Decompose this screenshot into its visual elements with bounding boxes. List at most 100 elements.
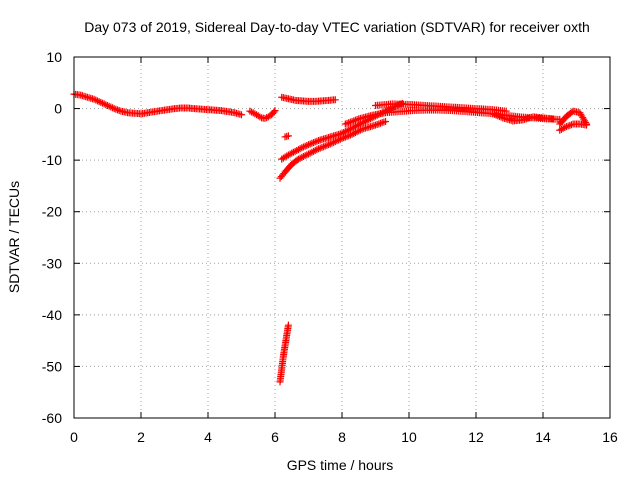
data-point-marker: [355, 121, 363, 129]
data-point-marker: [325, 141, 333, 149]
data-point-marker: [350, 117, 358, 125]
data-point-marker: [340, 128, 348, 136]
data-point-marker: [105, 102, 113, 110]
data-point-marker: [271, 107, 279, 115]
data-point-marker: [316, 144, 324, 152]
data-point-marker: [93, 97, 101, 105]
data-point-marker: [353, 116, 361, 124]
x-tick-label: 6: [271, 429, 279, 445]
y-axis-label: SDTVAR / TECUs: [6, 181, 22, 293]
data-point-marker: [102, 101, 110, 109]
data-point-marker: [495, 112, 503, 120]
series-arc-9: [489, 110, 557, 125]
data-point-marker: [353, 128, 361, 136]
data-point-marker: [246, 107, 254, 115]
x-axis-label: GPS time / hours: [287, 457, 394, 473]
series-arc-1: [70, 90, 245, 119]
data-point-marker: [296, 145, 304, 153]
data-point-marker: [346, 118, 354, 126]
data-point-marker: [341, 128, 349, 136]
data-point-marker: [497, 113, 505, 121]
data-point-marker: [380, 118, 388, 126]
data-point-marker: [323, 141, 331, 149]
data-point-marker: [294, 155, 302, 163]
data-point-marker: [561, 124, 569, 132]
y-tick-label: 10: [46, 49, 62, 65]
data-point-marker: [298, 144, 306, 152]
data-point-marker: [296, 154, 304, 162]
data-point-marker: [90, 95, 98, 103]
data-point-marker: [346, 125, 354, 133]
data-point-marker: [331, 96, 339, 104]
data-point-marker: [301, 152, 309, 160]
x-tick-label: 4: [204, 429, 212, 445]
data-point-marker: [350, 123, 358, 131]
data-point-marker: [97, 98, 105, 106]
data-point-marker: [98, 99, 106, 107]
data-point-marker: [310, 139, 318, 147]
data-point-marker: [333, 137, 341, 145]
data-point-marker: [308, 139, 316, 147]
y-tick-label: -50: [42, 358, 62, 374]
plot-frame: [73, 56, 611, 419]
data-point-marker: [355, 127, 363, 135]
data-point-marker: [583, 121, 591, 129]
axis-ticks: [73, 56, 611, 419]
data-point-marker: [343, 127, 351, 135]
data-point-marker: [308, 148, 316, 156]
data-point-marker: [331, 138, 339, 146]
data-point-marker: [248, 108, 256, 116]
x-tick-label: 0: [70, 429, 78, 445]
data-point-marker: [315, 145, 323, 153]
data-point-marker: [301, 142, 309, 150]
y-tick-label: -20: [42, 204, 62, 220]
data-point-marker: [298, 153, 306, 161]
data-point-marker: [305, 150, 312, 158]
data-point-marker: [494, 112, 502, 120]
series-arc-10: [556, 107, 591, 128]
data-point-marker: [311, 138, 319, 146]
data-point-marker: [375, 120, 383, 128]
data-point-marker: [356, 126, 364, 134]
data-point-marker: [321, 142, 329, 150]
x-tick-label: 12: [468, 429, 484, 445]
y-tick-label: -30: [42, 255, 62, 271]
data-point-marker: [311, 147, 319, 155]
data-point-marker: [490, 110, 498, 118]
data-point-marker: [109, 104, 117, 112]
data-point-marker: [318, 143, 326, 151]
data-point-marker: [306, 140, 314, 148]
data-point-marker: [350, 129, 358, 137]
data-point-marker: [313, 137, 321, 145]
series-arc-11: [556, 120, 591, 134]
data-point-marker: [566, 121, 574, 129]
data-point-marker: [256, 113, 264, 121]
series-arc-2: [246, 107, 279, 122]
data-point-marker: [343, 119, 351, 127]
data-point-marker: [284, 321, 292, 329]
series-arc-12: [276, 321, 292, 386]
data-point-marker: [346, 131, 354, 139]
x-tick-label: 8: [338, 429, 346, 445]
data-point-marker: [328, 139, 336, 147]
data-point-marker: [112, 105, 120, 113]
data-point-marker: [330, 138, 338, 146]
data-point-marker: [348, 130, 356, 138]
data-point-marker: [373, 120, 381, 128]
data-point-marker: [549, 115, 557, 123]
data-point-marker: [303, 141, 311, 149]
data-point-marker: [564, 122, 572, 130]
data-point-marker: [299, 153, 307, 161]
x-tick-label: 2: [137, 429, 145, 445]
data-point-marker: [261, 114, 269, 122]
data-point-marker: [270, 108, 278, 116]
series-arc-4: [281, 132, 292, 141]
data-point-marker: [326, 140, 334, 148]
data-point-marker: [305, 141, 312, 149]
data-point-marker: [95, 98, 103, 106]
data-point-marker: [114, 106, 122, 114]
data-point-marker: [341, 120, 349, 128]
y-tick-label: -10: [42, 152, 62, 168]
chart-title: Day 073 of 2019, Sidereal Day-to-day VTE…: [84, 19, 590, 35]
data-point-marker: [238, 111, 245, 119]
